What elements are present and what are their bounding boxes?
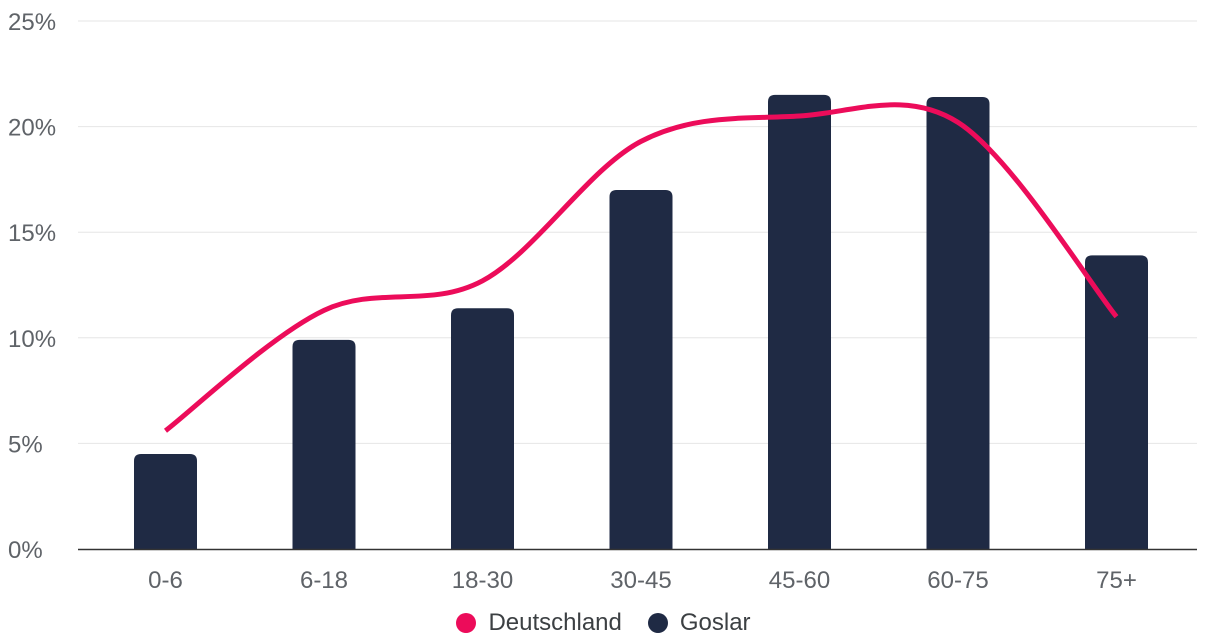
- x-tick-label: 0-6: [148, 567, 183, 594]
- x-tick-label: 30-45: [610, 567, 671, 594]
- bar-goslar-45-60[interactable]: [768, 94, 831, 550]
- legend: Deutschland Goslar: [0, 608, 1207, 638]
- y-tick-label: 20%: [8, 115, 56, 142]
- x-tick-label: 75+: [1096, 567, 1137, 594]
- bar-goslar-75+[interactable]: [1085, 255, 1148, 549]
- y-tick-label: 15%: [8, 220, 56, 247]
- y-axis-ticks: 0% 5% 10% 15% 20% 25%: [8, 9, 56, 564]
- y-tick-label: 0%: [8, 537, 43, 564]
- line-series-deutschland: [163, 102, 1119, 433]
- y-tick-label: 5%: [8, 431, 43, 458]
- legend-item-goslar[interactable]: Goslar: [647, 609, 751, 637]
- y-tick-label: 25%: [8, 9, 56, 36]
- chart-svg: 0% 5% 10% 15% 20% 25% 0-6 6-18 18-30 30-45 45-60 6…: [8, 9, 1197, 594]
- legend-marker-goslar: [647, 613, 668, 633]
- legend-label-goslar: Goslar: [679, 609, 751, 636]
- bar-goslar-18-30[interactable]: [451, 308, 514, 549]
- bar-goslar-6-18[interactable]: [292, 339, 356, 549]
- x-tick-label: 18-30: [452, 567, 513, 594]
- x-tick-label: 45-60: [769, 567, 830, 594]
- legend-label-deutschland: Deutschland: [488, 609, 622, 636]
- x-tick-label: 60-75: [927, 567, 988, 594]
- legend-marker-deutschland: [456, 613, 477, 633]
- bar-goslar-60-75[interactable]: [926, 97, 990, 550]
- x-tick-label: 6-18: [300, 567, 348, 594]
- legend-item-deutschland[interactable]: Deutschland: [456, 609, 622, 637]
- y-tick-label: 10%: [8, 326, 56, 353]
- bar-goslar-0-6[interactable]: [134, 453, 197, 549]
- bar-series-goslar: [134, 94, 1148, 550]
- x-axis-ticks: 0-6 6-18 18-30 30-45 45-60 60-75 75+: [148, 567, 1137, 594]
- line-deutschland[interactable]: [163, 102, 1119, 433]
- bar-goslar-30-45[interactable]: [609, 189, 673, 549]
